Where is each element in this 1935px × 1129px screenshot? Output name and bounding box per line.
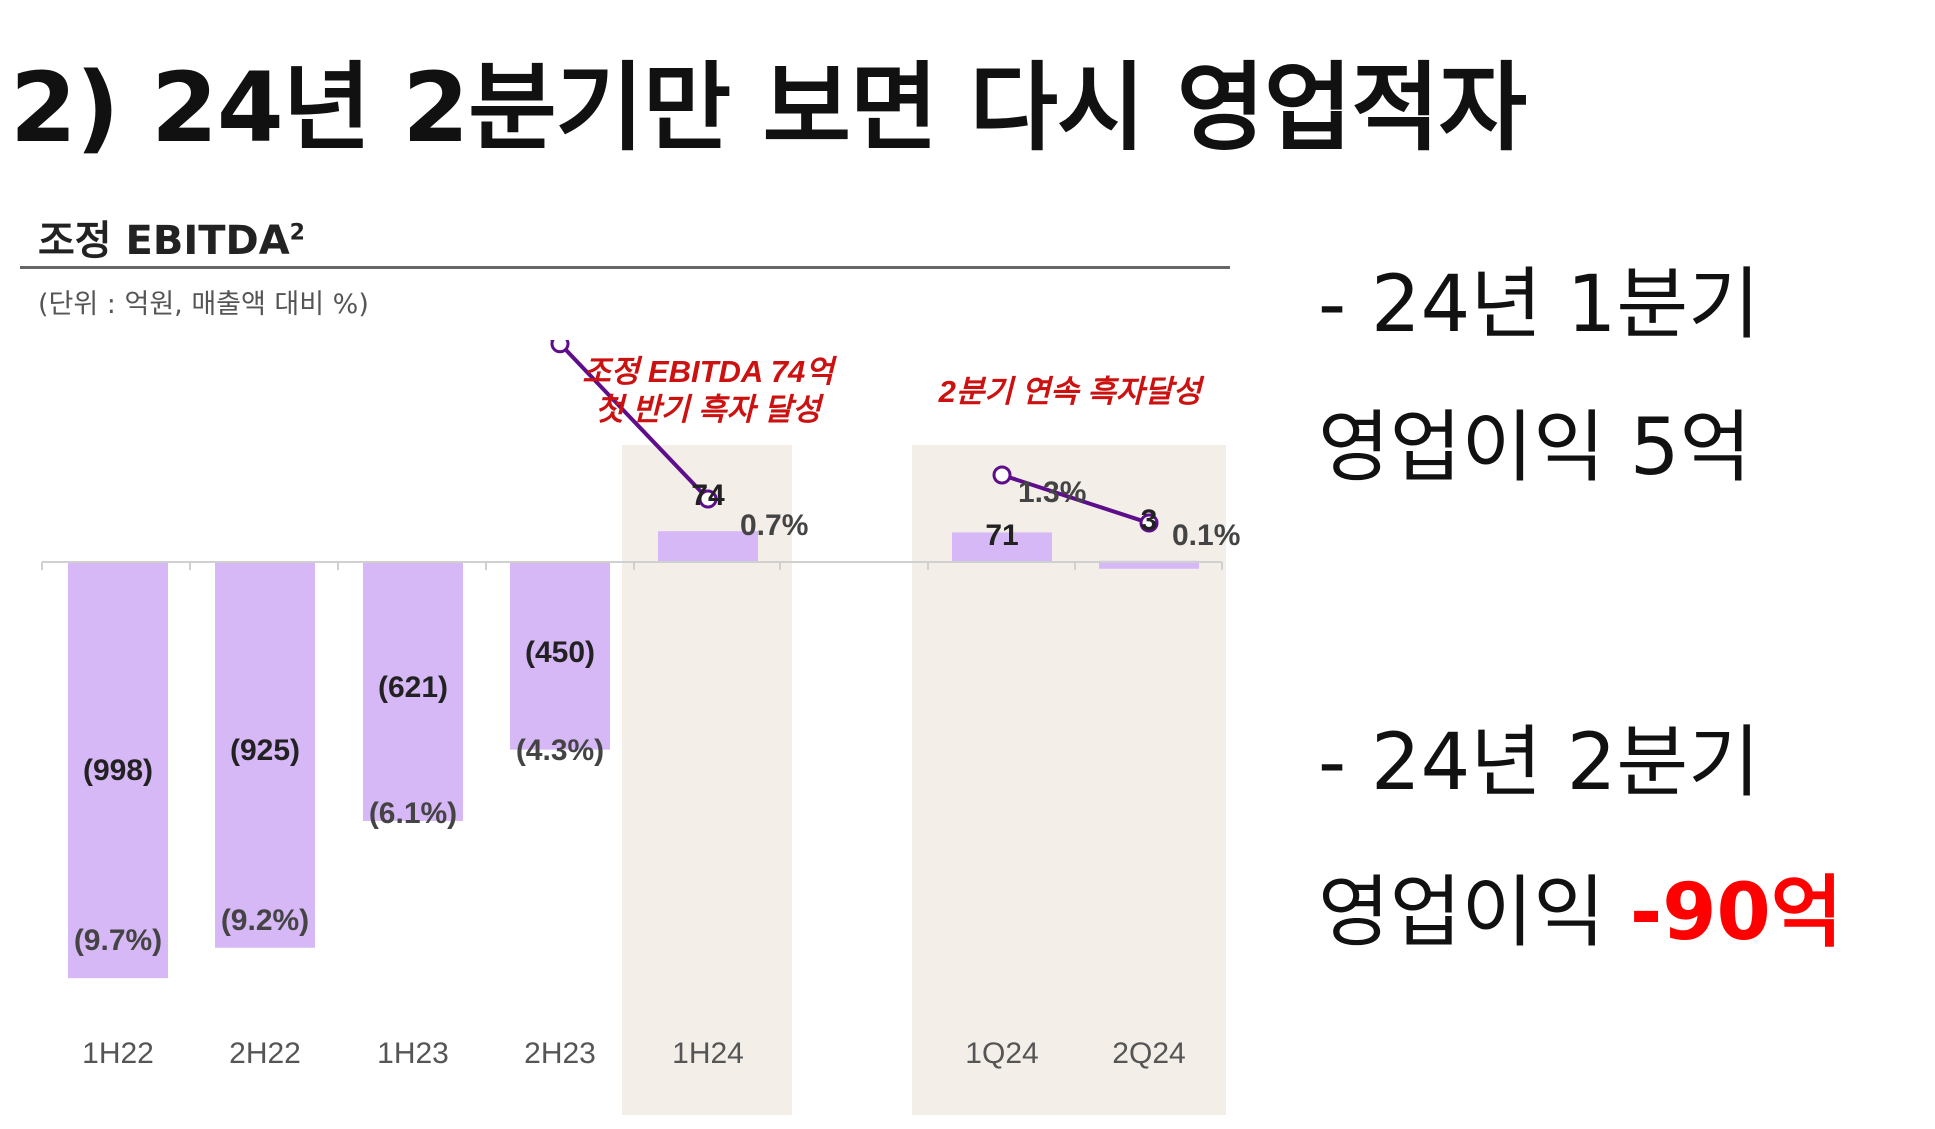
margin-point-2Q24 [1139,513,1159,533]
value-label-1H24: 74 [691,479,725,512]
bar-1H22 [68,562,168,979]
bar-1H23 [363,562,463,821]
title-divider [20,266,1230,269]
q1-note-line2: 영업이익 5억 [1318,403,1752,493]
callout-first-half-profit: 조정 EBITDA 74억 [582,354,837,389]
bar-2H22 [215,562,315,948]
bar-2Q24 [1099,560,1199,569]
percent-label-1H24: 0.7% [740,509,808,542]
category-label-1H22: 1H22 [82,1037,154,1070]
percent-label-1H23: (6.1%) [369,797,457,830]
percent-label-1H22: (9.7%) [74,924,162,957]
percent-label-2Q24: 0.1% [1172,519,1240,552]
category-label-1H24: 1H24 [672,1037,744,1070]
value-label-2H23: (450) [525,636,595,669]
category-label-1Q24: 1Q24 [965,1037,1038,1070]
q2-note-line1: - 24년 2분기 [1318,718,1760,808]
chart-title-footnote: 2 [289,220,305,246]
q2-note-prefix: 영업이익 [1318,868,1630,958]
value-label-2Q24: 3 [1141,504,1158,537]
margin-line-1 [549,340,710,501]
q2-operating-loss: -90억 [1629,868,1843,958]
q2-note-line2: 영업이익 -90억 [1318,850,1843,962]
q1-note-line1: - 24년 1분기 [1318,260,1760,350]
margin-point-2H23 [550,340,570,354]
margin-point-1Q24 [992,465,1012,485]
value-label-2H22: (925) [230,734,300,767]
value-label-1Q24: 71 [985,519,1018,552]
value-label-1H23: (621) [378,671,448,704]
bar-1H24 [658,531,758,562]
category-label-1H23: 1H23 [377,1037,449,1070]
ebitda-chart: (998) (925) (621) (450) 74 71 3 (9.7%) (9.2%) (6.… [41,340,1240,1115]
bar-2H23 [510,562,610,750]
callout-first-half-profit-line2: 첫 반기 흑자 달성 [595,392,824,427]
callout-two-quarter-profit: 2분기 연속 흑자달성 [938,374,1205,409]
percent-label-1Q24: 1.3% [1018,476,1086,509]
percent-label-2H23: (4.3%) [516,734,604,767]
percent-label-2H22: (9.2%) [221,904,309,937]
page-heading: 2) 24년 2분기만 보면 다시 영업적자 [10,52,1527,164]
bar-1Q24 [952,532,1052,562]
category-label-2H23: 2H23 [524,1037,596,1070]
category-label-2Q24: 2Q24 [1112,1037,1185,1070]
chart-unit-note: (단위 : 억원, 매출액 대비 %) [38,289,369,320]
value-label-1H22: (998) [83,754,153,787]
margin-point-1H24 [698,489,718,509]
margin-line-2 [1001,473,1150,525]
category-label-2H22: 2H22 [229,1037,301,1070]
chart-title: 조정 EBITDA2 [38,208,305,266]
chart-title-text: 조정 EBITDA [38,218,290,264]
